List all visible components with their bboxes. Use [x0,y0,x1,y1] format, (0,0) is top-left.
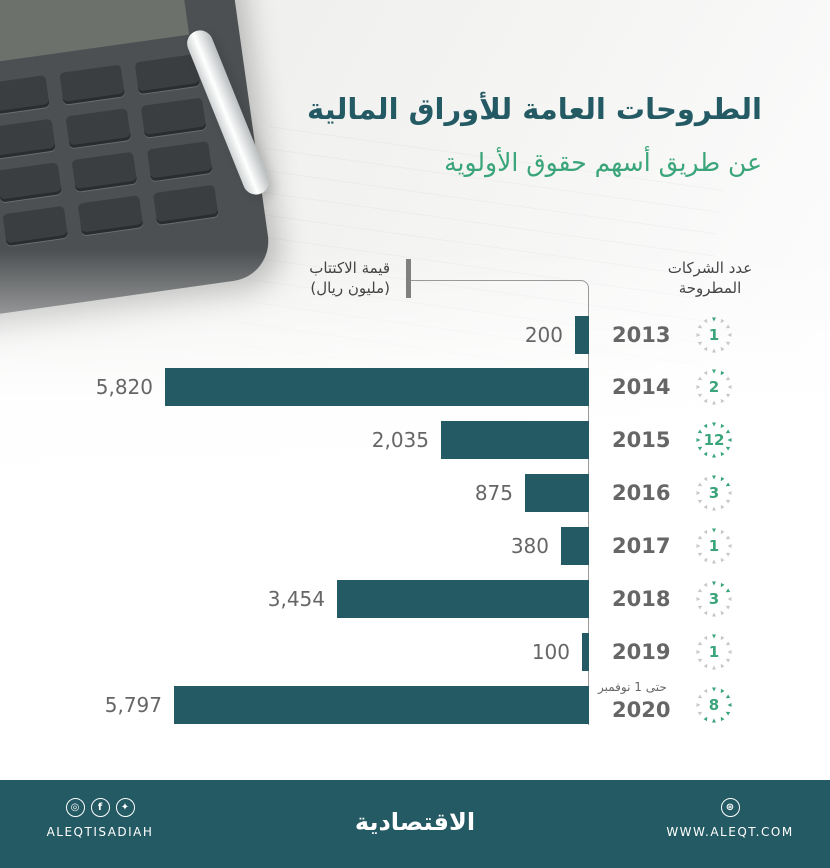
year-label: 2017 [612,534,671,558]
footer: ◎ f ✦ ALEQTISADIAH الاقتصادية ⊛ WWW.ALEQ… [0,780,830,868]
dashed-ring-icon [696,475,732,511]
value-label-line1: قيمة الاكتتاب [309,259,390,277]
value-label-line2: (مليون ريال) [310,279,390,297]
bar-row-2013: 200 2013 1 [0,316,830,354]
website-link[interactable]: WWW.ALEQT.COM [666,825,794,839]
bar [337,580,589,618]
company-count-ring: 3 [694,579,734,619]
company-count-ring: 1 [694,315,734,355]
dashed-ring-icon [696,317,732,353]
count-label-line2: المطروحة [678,279,742,297]
bar-value-label: 875 [474,481,513,505]
bar-row-2016: 875 2016 3 [0,474,830,512]
company-count-ring: 12 [694,420,734,460]
year-label: 2013 [612,323,671,347]
bar [174,686,589,724]
bar-value-label: 200 [524,323,563,347]
chart-subtitle: عن طريق أسهم حقوق الأولوية [444,148,762,177]
instagram-icon[interactable]: ◎ [65,798,85,817]
bar-row-2020: 5,797 حتى 1 نوفمبر 2020 8 [0,680,830,725]
company-count: 1 [708,643,720,661]
bar-value-label: 2,035 [371,428,429,452]
company-count-ring: 3 [694,473,734,513]
year-label: 2020 [612,698,671,722]
axis-corner [577,280,589,292]
chart-title: الطروحات العامة للأوراق المالية [307,92,762,126]
twitter-icon[interactable]: ✦ [115,798,135,817]
social-handle[interactable]: ALEQTISADIAH [46,825,154,839]
dashed-ring-icon [696,687,732,723]
bar-value-label: 100 [531,640,570,664]
bar [525,474,589,512]
bar-value-label: 5,797 [104,693,162,717]
calculator-keys [0,53,219,247]
dashed-ring-icon [696,528,732,564]
axis-line-top [411,280,579,281]
bar-value-label: 380 [510,534,549,558]
bar-row-2019: 100 2019 1 [0,633,830,671]
website-block: ⊛ WWW.ALEQT.COM [665,798,795,839]
value-label-marker [406,259,411,298]
bar [582,633,589,671]
dashed-ring-icon [696,369,732,405]
year-note: حتى 1 نوفمبر [598,680,667,694]
year-label: 2014 [612,375,671,399]
company-count: 2 [708,378,720,396]
bar-row-2017: 380 2017 1 [0,527,830,565]
dashed-ring-icon [696,581,732,617]
value-column-label: قيمة الاكتتاب (مليون ريال) [309,258,390,298]
year-label: 2018 [612,587,671,611]
company-count: 3 [708,590,720,608]
year-label: 2015 [612,428,671,452]
facebook-icon[interactable]: f [90,798,110,817]
year-label: 2016 [612,481,671,505]
bar-value-label: 5,820 [95,375,153,399]
company-count-ring: 2 [694,367,734,407]
company-count: 8 [708,696,720,714]
company-count: 12 [703,431,725,449]
social-block: ◎ f ✦ ALEQTISADIAH [45,798,155,839]
company-count-ring: 1 [694,632,734,672]
count-label-line1: عدد الشركات [667,259,753,277]
globe-icon[interactable]: ⊛ [720,798,740,817]
calculator-screen [0,0,190,66]
bar [575,316,589,354]
company-count-ring: 1 [694,526,734,566]
bar-value-label: 3,454 [267,587,325,611]
dashed-ring-icon [696,634,732,670]
company-count-ring: 8 [694,685,734,725]
bar [165,368,589,406]
brand-logo: الاقتصادية [354,808,476,836]
company-count: 3 [708,484,720,502]
count-column-label: عدد الشركات المطروحة [655,258,765,298]
bar-row-2018: 3,454 2018 3 [0,580,830,618]
bar [561,527,589,565]
company-count: 1 [708,326,720,344]
company-count: 1 [708,537,720,555]
bar-row-2014: 5,820 2014 2 [0,368,830,406]
bar-row-2015: 2,035 2015 12 [0,421,830,459]
bar [441,421,589,459]
year-label: 2019 [612,640,671,664]
dashed-ring-icon [696,422,732,458]
